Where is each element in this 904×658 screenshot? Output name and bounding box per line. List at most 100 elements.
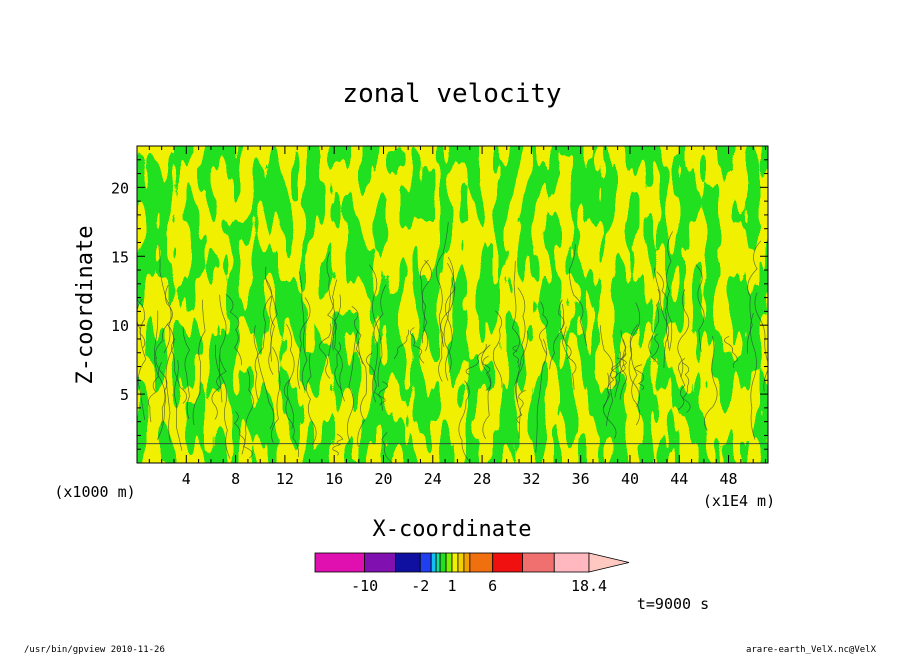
x-tick-label: 28 [473,470,491,488]
colorbar-bin [469,552,494,573]
y-axis-label: Z-coordinate [73,226,98,385]
colorbar-bin [430,552,437,573]
contour-line [297,297,311,389]
x-tick-label: 4 [182,470,191,488]
contour-line [165,323,175,443]
colorbar-extend-arrow [588,552,630,573]
contour-line [298,271,308,390]
contour-line [511,260,520,351]
x-tick-label: 32 [522,470,540,488]
contour-line [265,266,278,362]
contour-line [612,357,627,388]
x-tick-label: 8 [231,470,240,488]
contour-line [677,362,690,411]
contour-line [558,299,572,360]
colorbar-bin [457,552,465,573]
contour-line [535,338,547,453]
colorbar-bin [522,552,555,573]
contour-line [326,252,336,357]
colorbar-bin [395,552,421,573]
contour-line [754,292,768,392]
contour-line [253,325,275,430]
contour-line [421,259,432,352]
contour-line [306,353,317,446]
y-tick-label: 20 [111,179,129,197]
contour-line [137,298,147,420]
contour-line [211,355,227,420]
time-label: t=9000 s [637,595,709,613]
y-tick-label: 10 [111,317,129,335]
contour-line [539,301,548,355]
contour-line [241,368,254,455]
x-scale-note-right: (x1E4 m) [703,492,775,510]
contour-line [629,324,641,426]
contour-line [599,325,614,427]
x-tick-label: 12 [276,470,294,488]
contour-line [147,361,162,423]
contour-line [283,379,300,457]
contour-line [182,327,191,420]
contour-line [666,231,673,352]
x-tick-label: 36 [572,470,590,488]
x-tick-label: 44 [670,470,688,488]
contour-line [492,310,503,388]
colorbar-bin [553,552,590,573]
colorbar-label: -2 [411,577,429,595]
contour-line [192,299,206,426]
contour-line [746,240,762,354]
contour-line [648,288,661,355]
field-positive-regions [137,146,768,463]
contour-line [512,345,520,368]
colorbar-bin [463,552,471,573]
colorbar-bin [419,552,432,573]
chart-title: zonal velocity [342,79,561,109]
footer-right: arare-earth_VelX.nc@VelX [746,645,877,654]
contour-line [695,264,705,352]
contour-line [334,342,343,390]
x-axis: 4 8 12 16 20 24 28 32 36 40 44 48 [148,146,767,488]
contour-line [215,344,231,459]
contour-line [271,346,281,443]
colorbar-bin [439,552,447,573]
colorbar-label: 18.4 [571,577,607,595]
contour-line [219,294,227,403]
contour-line [465,343,487,375]
x-tick-label: 16 [325,470,343,488]
contour-line [603,372,617,439]
contour-line [516,389,526,424]
contour-line [381,432,393,463]
contour-line [569,244,587,347]
contour-line [357,341,367,448]
colorbar-label: 6 [488,577,497,595]
contour-line [458,380,470,461]
colorbar-bin [314,552,366,573]
contour-line [351,306,363,364]
footer-left: /usr/bin/gpview 2010-11-26 [24,645,165,654]
y-tick-label: 5 [120,386,129,404]
contour-line [549,303,564,370]
contour-line [650,333,660,365]
contour-line [410,327,425,364]
contour-line [724,335,738,369]
colorbar-label: 1 [447,577,456,595]
contour-line [233,411,253,459]
contour-line [435,221,449,348]
contour-line [438,286,456,382]
contour-line [174,359,183,451]
contour-line [420,259,429,344]
contour-line [628,302,641,408]
contour-line [334,294,345,402]
x-tick-label: 20 [374,470,392,488]
contour-line [137,298,146,348]
y-axis: 5 10 15 20 [111,159,768,450]
contour-line [319,323,332,379]
contour-lines [137,221,768,463]
plot-frame [136,145,769,464]
contour-line [372,284,387,403]
contour-line [614,330,627,398]
contour-line [634,364,644,391]
colorbar-bin [451,552,459,573]
x-tick-label: 40 [621,470,639,488]
